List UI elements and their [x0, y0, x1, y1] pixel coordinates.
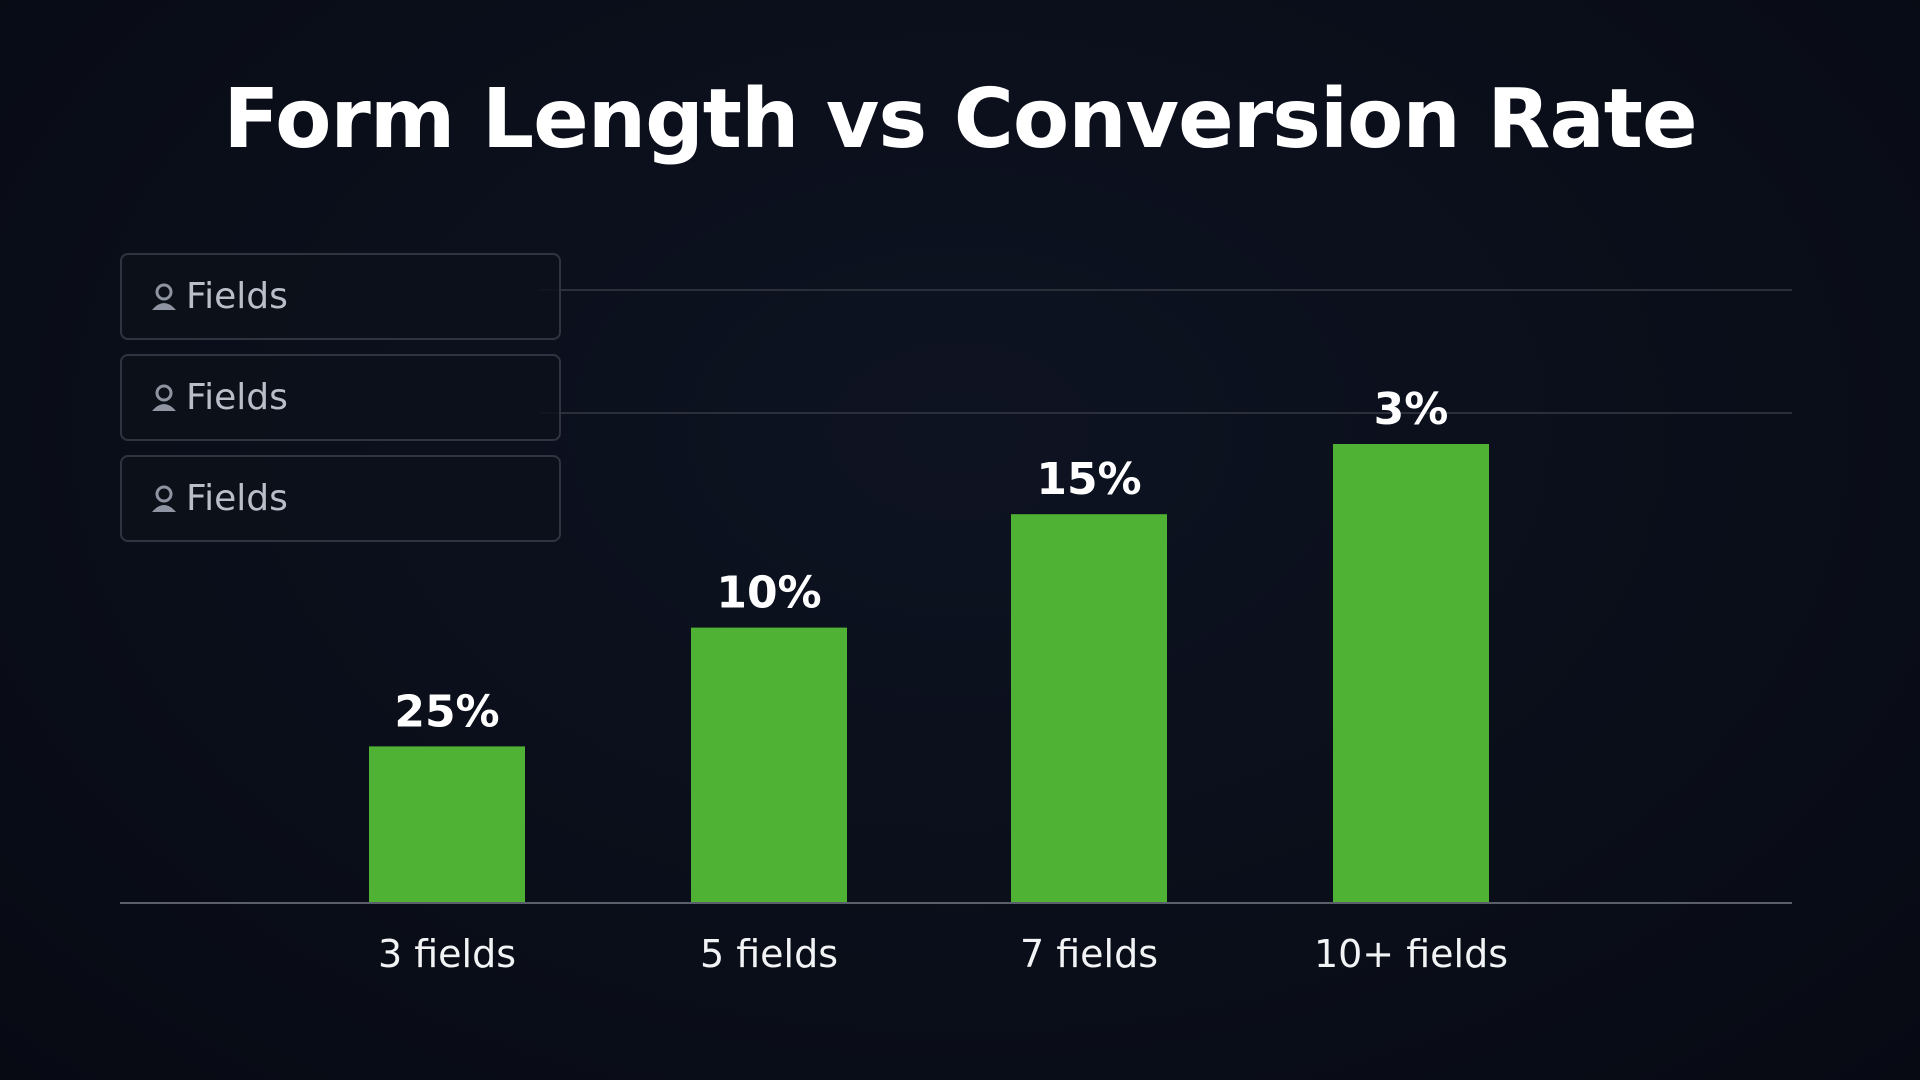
category-label: 7 fields: [1020, 932, 1158, 976]
gridlines: [540, 289, 1792, 414]
fields-box: Fields: [120, 253, 561, 340]
category-label: 5 fields: [700, 932, 838, 976]
bar-3: [1011, 514, 1167, 903]
user-icon: [152, 283, 176, 310]
fields-box: Fields: [120, 354, 561, 441]
bar-value-labels: 25% 10% 15% 3%: [394, 384, 1448, 737]
bar-4: [1333, 444, 1489, 903]
category-labels: 3 fields 5 fields 7 fields 10+ fields: [378, 932, 1508, 976]
fields-box: Fields: [120, 455, 561, 542]
bar-1: [369, 746, 525, 903]
bars: [369, 444, 1489, 903]
bar-value-label: 10%: [716, 568, 821, 619]
user-icon: [152, 384, 176, 411]
bar-value-label: 15%: [1036, 454, 1141, 505]
bar-value-label: 25%: [394, 686, 499, 737]
bar-value-label: 3%: [1374, 384, 1449, 435]
fields-label: Fields: [186, 276, 288, 317]
fields-label: Fields: [186, 377, 288, 418]
category-label: 3 fields: [378, 932, 516, 976]
fields-label: Fields: [186, 478, 288, 519]
category-label: 10+ fields: [1314, 932, 1508, 976]
chart-title: Form Length vs Conversion Rate: [223, 72, 1697, 167]
fields-legend: Fields Fields Fields: [120, 253, 561, 556]
bar-2: [691, 627, 847, 903]
user-icon: [152, 485, 176, 512]
